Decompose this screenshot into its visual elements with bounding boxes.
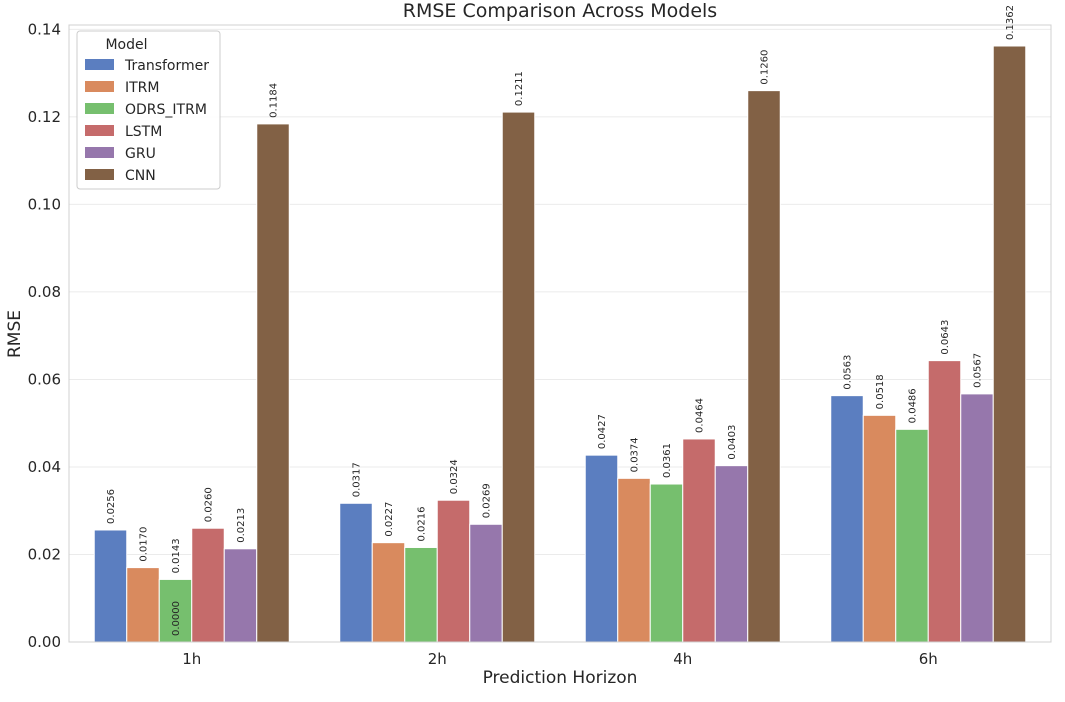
y-tick-label: 0.02: [28, 545, 61, 563]
bar: [469, 523, 503, 643]
bar-value-label: 0.1260: [760, 50, 771, 85]
y-tick-label: 0.00: [28, 633, 61, 651]
bar: [830, 395, 864, 643]
bar-value-label: 0.0518: [875, 374, 886, 409]
legend-swatch: [85, 103, 114, 114]
bar: [895, 428, 929, 643]
y-tick-label: 0.06: [28, 370, 61, 388]
legend-label: ITRM: [125, 80, 160, 96]
x-axis-ticks: 1h 2h 4h 6h: [182, 650, 938, 668]
bar-value-label: 0.0213: [236, 508, 247, 543]
bar-value-label: 0.0170: [139, 527, 150, 562]
bar: [191, 527, 225, 643]
legend-title: Model: [105, 37, 147, 53]
bar: [960, 393, 994, 643]
bar-value-label: 0.0256: [106, 489, 117, 524]
legend-label: GRU: [125, 146, 156, 162]
legend-label: ODRS_ITRM: [125, 102, 207, 118]
bar-value-label: 0.0567: [973, 353, 984, 388]
y-axis-title: RMSE: [5, 310, 25, 358]
legend: Model Transformer ITRM ODRS_ITRM LSTM GRU CNN: [76, 30, 221, 190]
bar: [862, 414, 897, 643]
bar: [992, 45, 1027, 643]
bar: [927, 360, 962, 643]
bar-value-label: 0.0260: [204, 487, 215, 522]
bar-value-label: 0.0643: [940, 320, 951, 355]
x-tick-label: 6h: [919, 650, 938, 668]
bar-value-label: 0.0227: [384, 502, 395, 537]
legend-swatch: [85, 147, 114, 158]
y-tick-label: 0.14: [28, 20, 61, 38]
chart-title: RMSE Comparison Across Models: [403, 0, 717, 22]
bar-value-label: 0.0403: [727, 425, 738, 460]
bar-value-label: 0.1184: [269, 83, 280, 118]
x-axis-title: Prediction Horizon: [483, 668, 638, 688]
bar-value-label: 0.0563: [843, 355, 854, 390]
legend-swatch: [85, 169, 114, 180]
bar-value-label: 0.0317: [352, 462, 363, 497]
bar: [501, 111, 536, 643]
bar-value-label: 0.0464: [695, 398, 706, 433]
bar: [649, 483, 684, 643]
bar-value-label: 0.0427: [597, 414, 608, 449]
bar-value-label: 0.0361: [662, 443, 673, 478]
y-tick-label: 0.10: [28, 195, 61, 213]
bar: [126, 567, 160, 643]
bar-value-label: 0.0324: [449, 459, 460, 494]
legend-label: CNN: [125, 168, 156, 184]
y-tick-label: 0.04: [28, 458, 61, 476]
bar: [714, 465, 749, 643]
x-tick-label: 2h: [428, 650, 447, 668]
bar: [584, 454, 619, 643]
bar: [339, 502, 373, 643]
y-tick-label: 0.08: [28, 283, 61, 301]
bar-value-label: 0.0216: [417, 506, 428, 541]
legend-swatch: [85, 59, 114, 70]
x-tick-label: 1h: [182, 650, 201, 668]
legend-swatch: [85, 125, 114, 136]
annotations: 0.0000: [171, 601, 182, 636]
bar-value-label: 0.0486: [908, 388, 919, 423]
bars: [93, 45, 1027, 643]
bar: [617, 477, 651, 643]
bar-value-label: 0.0374: [630, 437, 641, 472]
y-axis-ticks: 0.00 0.02 0.04 0.06 0.08 0.10 0.12 0.14: [28, 20, 61, 651]
bar: [682, 438, 716, 643]
annotation-label: 0.0000: [171, 601, 182, 636]
legend-label: LSTM: [125, 124, 162, 140]
bar: [404, 546, 438, 643]
bar-value-label: 0.0269: [482, 483, 493, 518]
bar-value-label: 0.0143: [171, 538, 182, 573]
bar-value-label: 0.1211: [514, 71, 525, 106]
bar: [93, 529, 128, 643]
bar: [371, 542, 406, 643]
plot-frame: [68, 24, 1052, 643]
bar-value-label: 0.1362: [1005, 5, 1016, 40]
bar: [436, 499, 471, 643]
legend-label: Transformer: [124, 58, 209, 74]
x-tick-label: 4h: [673, 650, 692, 668]
bar: [256, 123, 290, 643]
y-tick-label: 0.12: [28, 108, 61, 126]
bar-value-labels: 0.0256 0.0170 0.0143 0.0260 0.0213 0.1184 0.03…: [106, 5, 1016, 573]
legend-swatch: [85, 81, 114, 92]
bar: [747, 90, 781, 643]
bar: [223, 548, 258, 643]
